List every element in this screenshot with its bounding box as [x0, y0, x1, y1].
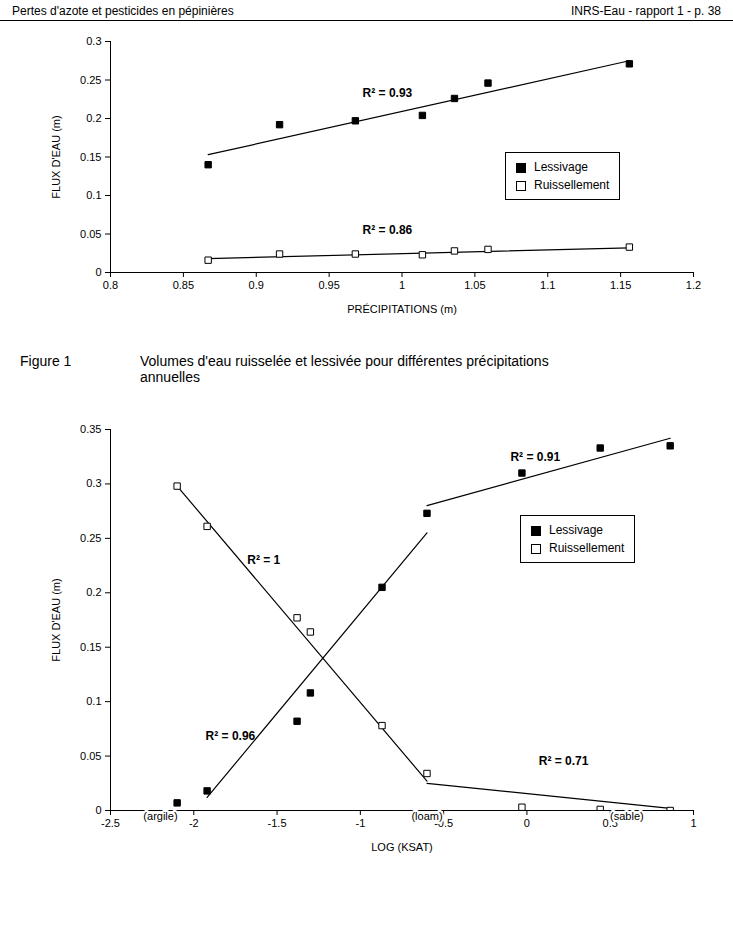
svg-text:1: 1: [399, 279, 405, 291]
svg-text:0.15: 0.15: [80, 641, 101, 653]
svg-text:0.95: 0.95: [318, 279, 339, 291]
svg-text:0.2: 0.2: [86, 112, 101, 124]
html-text:Lessivage: Lessivage: [534, 160, 588, 174]
svg-text:R² = 0.91: R² = 0.91: [510, 450, 560, 464]
svg-text:-1.5: -1.5: [268, 817, 287, 829]
svg-text:(argile): (argile): [143, 810, 177, 822]
svg-text:0: 0: [524, 817, 530, 829]
html-text:Figure 1: Figure 1: [20, 353, 72, 369]
svg-text:R² = 0.71: R² = 0.71: [539, 754, 589, 768]
svg-text:1: 1: [690, 817, 696, 829]
svg-text:0.1: 0.1: [86, 695, 101, 707]
svg-text:0.3: 0.3: [86, 35, 101, 47]
svg-text:0.05: 0.05: [80, 750, 101, 762]
html-text:Pertes d'azote et pesticides e: Pertes d'azote et pesticides en pépinièr…: [12, 4, 234, 18]
svg-text:R² = 0.86: R² = 0.86: [363, 223, 413, 237]
svg-text:R² = 0.93: R² = 0.93: [363, 86, 413, 100]
svg-text:(loam): (loam): [411, 810, 442, 822]
svg-text:-2.5: -2.5: [101, 817, 120, 829]
svg-text:0: 0: [95, 266, 101, 278]
html-text:Ruissellement: Ruissellement: [534, 178, 610, 192]
html-text:Ruissellement: Ruissellement: [549, 541, 625, 555]
svg-text:0.25: 0.25: [80, 532, 101, 544]
svg-text:0: 0: [95, 804, 101, 816]
svg-text:0.85: 0.85: [173, 279, 194, 291]
html-text:Volumes d'eau ruisselée et les: Volumes d'eau ruisselée et lessivée pour…: [140, 353, 549, 385]
svg-text:0.2: 0.2: [86, 586, 101, 598]
svg-text:R² = 0.96: R² = 0.96: [206, 729, 256, 743]
svg-text:0.1: 0.1: [86, 189, 101, 201]
html-text:INRS-Eau - rapport 1 - p. 38: INRS-Eau - rapport 1 - p. 38: [570, 4, 721, 18]
svg-text:0.25: 0.25: [80, 74, 101, 86]
svg-text:0.3: 0.3: [86, 477, 101, 489]
svg-text:1.2: 1.2: [686, 279, 701, 291]
svg-text:0.05: 0.05: [80, 228, 101, 240]
svg-text:0.9: 0.9: [249, 279, 264, 291]
svg-text:0.8: 0.8: [103, 279, 118, 291]
svg-text:(sable): (sable): [610, 810, 644, 822]
svg-text:1.05: 1.05: [464, 279, 485, 291]
svg-text:FLUX D'EAU (m): FLUX D'EAU (m): [50, 115, 62, 198]
svg-text:0.5: 0.5: [602, 817, 618, 830]
svg-text:1.1: 1.1: [540, 279, 555, 291]
svg-text:1.15: 1.15: [610, 279, 631, 291]
svg-text:-1: -1: [355, 817, 365, 829]
html-text:Lessivage: Lessivage: [549, 523, 603, 537]
svg-text:-2: -2: [189, 817, 199, 829]
svg-text:-0.5: -0.5: [434, 817, 454, 830]
svg-text:PRÉCIPITATIONS (m): PRÉCIPITATIONS (m): [347, 303, 457, 315]
svg-text:R² = 1: R² = 1: [247, 553, 280, 567]
svg-text:LOG (KSAT): LOG (KSAT): [371, 841, 433, 853]
svg-text:0.35: 0.35: [80, 423, 101, 435]
svg-text:0.15: 0.15: [80, 151, 101, 163]
svg-text:FLUX D'EAU (m): FLUX D'EAU (m): [50, 578, 62, 661]
